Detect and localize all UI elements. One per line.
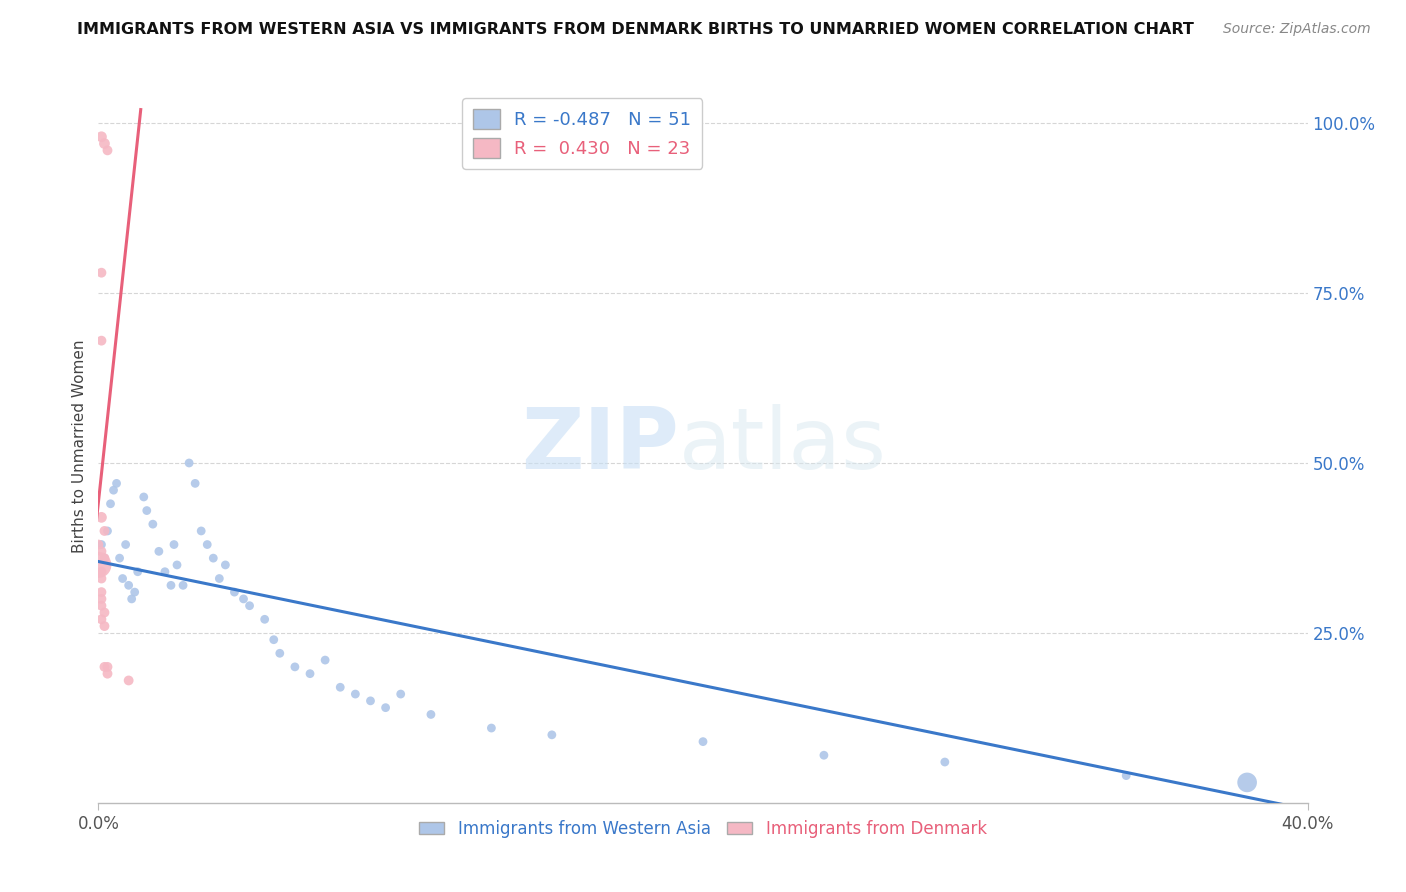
Point [329, 680, 352, 694]
Point [232, 591, 254, 606]
Point [195, 537, 218, 551]
Text: IMMIGRANTS FROM WESTERN ASIA VS IMMIGRANTS FROM DENMARK BIRTHS TO UNMARRIED WOME: IMMIGRANTS FROM WESTERN ASIA VS IMMIGRAN… [77, 22, 1194, 37]
Point [90, 599, 112, 613]
Point [96, 144, 118, 158]
Point [105, 476, 128, 491]
Point [374, 700, 396, 714]
Point [224, 585, 246, 599]
Point [172, 578, 194, 592]
Point [1115, 769, 1137, 783]
Point [90, 591, 112, 606]
Point [163, 537, 186, 551]
Point [540, 728, 562, 742]
Point [93, 551, 115, 566]
Point [93, 606, 115, 620]
Point [135, 503, 157, 517]
Point [87, 558, 110, 572]
Point [90, 572, 112, 586]
Point [93, 136, 115, 151]
Y-axis label: Births to Unmarried Women: Births to Unmarried Women [72, 339, 87, 553]
Point [90, 129, 112, 144]
Point [344, 687, 367, 701]
Point [184, 476, 207, 491]
Point [87, 537, 110, 551]
Point [1236, 775, 1258, 789]
Point [108, 551, 131, 566]
Point [263, 632, 285, 647]
Point [269, 646, 291, 660]
Point [90, 537, 112, 551]
Point [96, 524, 118, 538]
Point [284, 660, 307, 674]
Point [208, 572, 231, 586]
Point [190, 524, 212, 538]
Point [166, 558, 188, 572]
Text: atlas: atlas [679, 404, 887, 488]
Point [90, 334, 112, 348]
Point [360, 694, 382, 708]
Point [96, 660, 118, 674]
Point [813, 748, 835, 763]
Point [239, 599, 262, 613]
Legend: Immigrants from Western Asia, Immigrants from Denmark: Immigrants from Western Asia, Immigrants… [412, 814, 994, 845]
Point [114, 537, 136, 551]
Point [179, 456, 201, 470]
Point [692, 734, 714, 748]
Point [934, 755, 956, 769]
Point [314, 653, 336, 667]
Point [142, 517, 165, 532]
Point [153, 565, 176, 579]
Point [93, 524, 115, 538]
Point [121, 591, 143, 606]
Point [148, 544, 170, 558]
Point [118, 673, 141, 688]
Point [93, 551, 115, 566]
Point [111, 572, 134, 586]
Point [103, 483, 125, 498]
Point [132, 490, 155, 504]
Point [253, 612, 276, 626]
Point [118, 578, 141, 592]
Point [96, 666, 118, 681]
Point [389, 687, 412, 701]
Point [299, 666, 322, 681]
Point [90, 585, 112, 599]
Point [93, 660, 115, 674]
Text: Source: ZipAtlas.com: Source: ZipAtlas.com [1223, 22, 1371, 37]
Point [90, 565, 112, 579]
Point [90, 266, 112, 280]
Point [90, 510, 112, 524]
Point [481, 721, 503, 735]
Point [160, 578, 183, 592]
Point [420, 707, 443, 722]
Point [202, 551, 225, 566]
Point [124, 585, 146, 599]
Point [127, 565, 149, 579]
Point [90, 612, 112, 626]
Text: ZIP: ZIP [522, 404, 679, 488]
Point [90, 544, 112, 558]
Point [100, 497, 122, 511]
Point [93, 619, 115, 633]
Point [214, 558, 236, 572]
